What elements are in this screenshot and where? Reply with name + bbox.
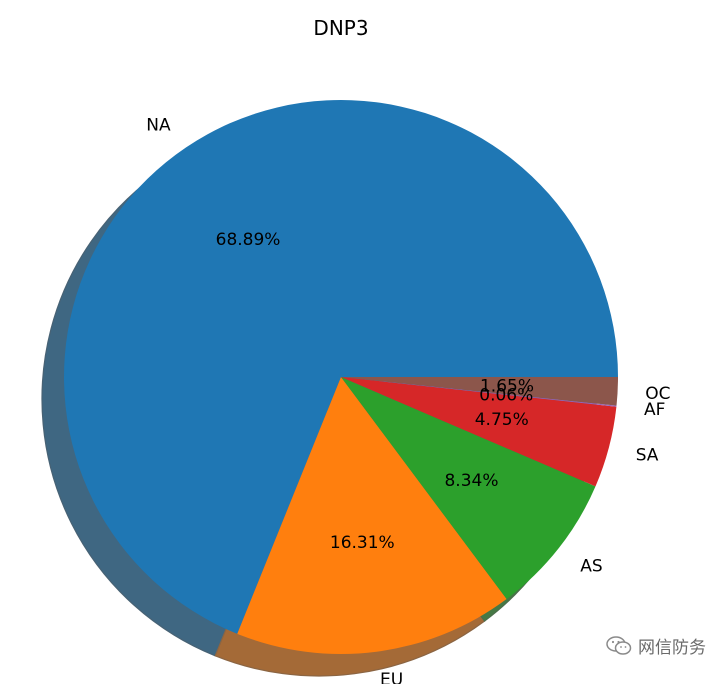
pie-pct-sa: 4.75%	[475, 410, 529, 430]
pie-slice-na	[63, 99, 618, 634]
pie-label-af: AF	[644, 400, 665, 420]
pie-pct-oc: 1.65%	[480, 377, 534, 397]
watermark: 网信防务	[606, 633, 706, 658]
pie-pct-as: 8.34%	[444, 471, 498, 491]
pie-label-sa: SA	[636, 445, 659, 465]
pie-pct-eu: 16.31%	[330, 533, 395, 553]
pie-slice-sa	[341, 377, 617, 487]
chart-title: DNP3	[313, 16, 368, 40]
wechat-icon	[606, 635, 632, 655]
pie-pct-na: 68.89%	[216, 230, 281, 250]
pie-slices	[63, 99, 618, 655]
pie-slice-as	[341, 377, 596, 600]
pie-label-as: AS	[580, 557, 602, 577]
watermark-text: 网信防务	[638, 638, 706, 658]
pie-slice-eu	[237, 377, 507, 655]
pie-slice-af	[341, 377, 617, 407]
pie-pct-af: 0.06%	[479, 386, 533, 406]
pie-labels: NA 68.89% EU 16.31% AS 8.34% SA 4.75% AF 0.06% OC 1…	[146, 115, 670, 684]
pie-label-na: NA	[146, 115, 171, 135]
pie-label-oc: OC	[645, 384, 670, 404]
pie-label-eu: EU	[380, 670, 403, 684]
pie-slice-oc	[341, 377, 618, 406]
